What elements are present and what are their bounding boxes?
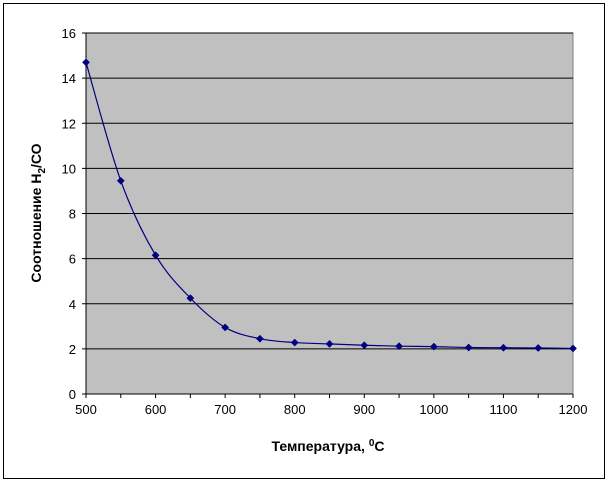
data-point <box>464 343 473 352</box>
data-point <box>116 176 125 185</box>
y-tick-label: 6 <box>69 252 76 267</box>
y-tick-label: 10 <box>62 161 76 176</box>
y-tick-label: 4 <box>69 297 76 312</box>
data-point <box>534 344 543 352</box>
x-tick-label: 700 <box>214 402 236 417</box>
data-point <box>255 334 264 343</box>
x-tick-labels: 500 600 700 800 900 1000 1100 1200 <box>75 402 587 417</box>
x-tick-label: 1200 <box>559 402 588 417</box>
y-tick-label: 12 <box>62 116 76 131</box>
data-point <box>221 323 230 332</box>
x-axis-label: Температура, 0С <box>271 438 384 454</box>
data-point <box>82 58 90 67</box>
y-tick-label: 14 <box>62 71 76 86</box>
x-tick-label: 800 <box>284 402 306 417</box>
data-point <box>429 342 438 351</box>
data-markers <box>82 58 577 353</box>
data-point <box>186 294 195 303</box>
x-tick-label: 600 <box>145 402 167 417</box>
data-point <box>290 338 299 347</box>
data-point <box>499 343 508 352</box>
x-tick-label: 500 <box>75 402 97 417</box>
y-tick-labels: 0 2 4 6 8 10 12 14 16 <box>62 26 76 402</box>
y-axis-label: Соотношение Н2/СО <box>28 143 48 282</box>
series-line <box>85 62 574 350</box>
data-point <box>569 344 577 353</box>
axes <box>82 32 574 398</box>
data-point <box>395 342 404 351</box>
x-tick-label: 1000 <box>419 402 448 417</box>
y-tick-label: 8 <box>69 207 76 222</box>
y-tick-label: 2 <box>69 342 76 357</box>
y-tick-label: 0 <box>69 387 76 402</box>
y-tick-label: 16 <box>62 26 76 41</box>
gridlines <box>86 32 573 350</box>
data-point <box>360 341 369 350</box>
data-point <box>151 251 160 260</box>
x-tick-label: 900 <box>353 402 375 417</box>
x-tick-label: 1100 <box>489 402 517 417</box>
data-point <box>325 339 334 348</box>
